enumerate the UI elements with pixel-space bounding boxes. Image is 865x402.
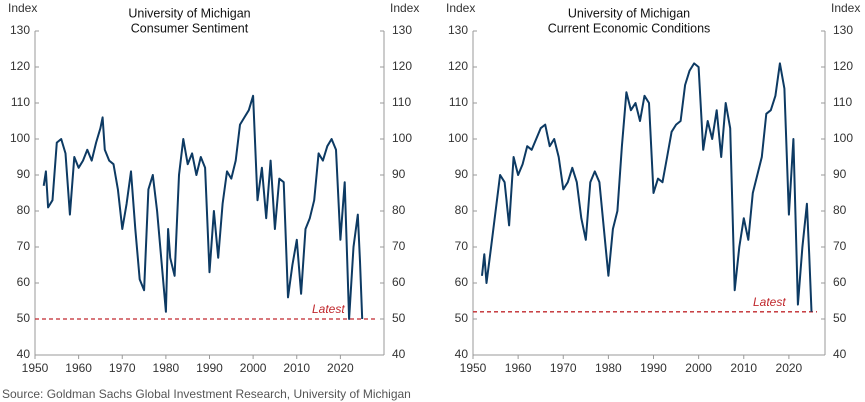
y-tick-label: 70 <box>455 239 469 253</box>
x-tick-label: 2010 <box>283 361 310 375</box>
y2-axis-label: Index <box>831 1 860 15</box>
x-tick-label: 1960 <box>505 361 532 375</box>
y2-tick-label: 80 <box>833 203 847 217</box>
y-tick-label: 100 <box>10 131 30 145</box>
y2-tick-label: 100 <box>833 131 853 145</box>
chart-title: Consumer Sentiment <box>131 21 249 35</box>
x-tick-label: 1990 <box>196 361 223 375</box>
y-tick-label: 110 <box>449 95 468 109</box>
latest-label: Latest <box>753 295 786 309</box>
x-tick-label: 2000 <box>240 361 267 375</box>
y-tick-label: 60 <box>17 275 31 289</box>
y2-tick-label: 60 <box>392 275 406 289</box>
x-tick-label: 1990 <box>640 361 667 375</box>
x-tick-label: 2010 <box>730 361 757 375</box>
x-tick-label: 2020 <box>776 361 803 375</box>
x-tick-label: 1950 <box>460 361 487 375</box>
y2-tick-label: 110 <box>833 95 852 109</box>
chart-title: University of Michigan <box>128 6 250 20</box>
y-tick-label: 110 <box>11 95 30 109</box>
y2-tick-label: 120 <box>392 59 412 73</box>
y2-tick-label: 40 <box>392 347 406 361</box>
x-tick-label: 1970 <box>550 361 577 375</box>
y2-tick-label: 40 <box>833 347 847 361</box>
y2-tick-label: 130 <box>392 23 412 37</box>
y-tick-label: 40 <box>455 347 469 361</box>
y-tick-label: 60 <box>455 275 469 289</box>
chart-title: Current Economic Conditions <box>548 21 711 35</box>
y2-tick-label: 50 <box>392 311 406 325</box>
x-tick-label: 1980 <box>595 361 622 375</box>
y-tick-label: 90 <box>455 167 469 181</box>
y2-tick-label: 70 <box>392 239 406 253</box>
y-tick-label: 100 <box>448 131 468 145</box>
y-tick-label: 90 <box>17 167 31 181</box>
y-axis-label: Index <box>446 1 475 15</box>
source-note: Source: Goldman Sachs Global Investment … <box>2 387 411 401</box>
y2-tick-label: 50 <box>833 311 847 325</box>
x-tick-label: 2020 <box>327 361 354 375</box>
x-tick-label: 1950 <box>22 361 49 375</box>
y-tick-label: 130 <box>448 23 468 37</box>
x-tick-label: 1970 <box>109 361 136 375</box>
x-tick-label: 1960 <box>65 361 92 375</box>
latest-label: Latest <box>312 302 345 316</box>
y2-tick-label: 60 <box>833 275 847 289</box>
y2-tick-label: 80 <box>392 203 406 217</box>
y-tick-label: 120 <box>10 59 30 73</box>
x-tick-label: 1980 <box>153 361 180 375</box>
y-tick-label: 50 <box>455 311 469 325</box>
y-tick-label: 80 <box>17 203 31 217</box>
y-tick-label: 130 <box>10 23 30 37</box>
y2-tick-label: 70 <box>833 239 847 253</box>
y2-tick-label: 100 <box>392 131 412 145</box>
y-tick-label: 50 <box>17 311 31 325</box>
series-line <box>42 94 364 320</box>
y-tick-label: 70 <box>17 239 31 253</box>
series-line <box>481 62 813 312</box>
y2-tick-label: 90 <box>392 167 406 181</box>
y2-tick-label: 130 <box>833 23 853 37</box>
y-tick-label: 120 <box>448 59 468 73</box>
y-axis-label: Index <box>8 1 37 15</box>
y-tick-label: 40 <box>17 347 31 361</box>
y2-axis-label: Index <box>390 1 419 15</box>
chart-title: University of Michigan <box>568 6 690 20</box>
y2-tick-label: 90 <box>833 167 847 181</box>
y2-tick-label: 120 <box>833 59 853 73</box>
y2-tick-label: 110 <box>392 95 411 109</box>
x-tick-label: 2000 <box>685 361 712 375</box>
y-tick-label: 80 <box>455 203 469 217</box>
